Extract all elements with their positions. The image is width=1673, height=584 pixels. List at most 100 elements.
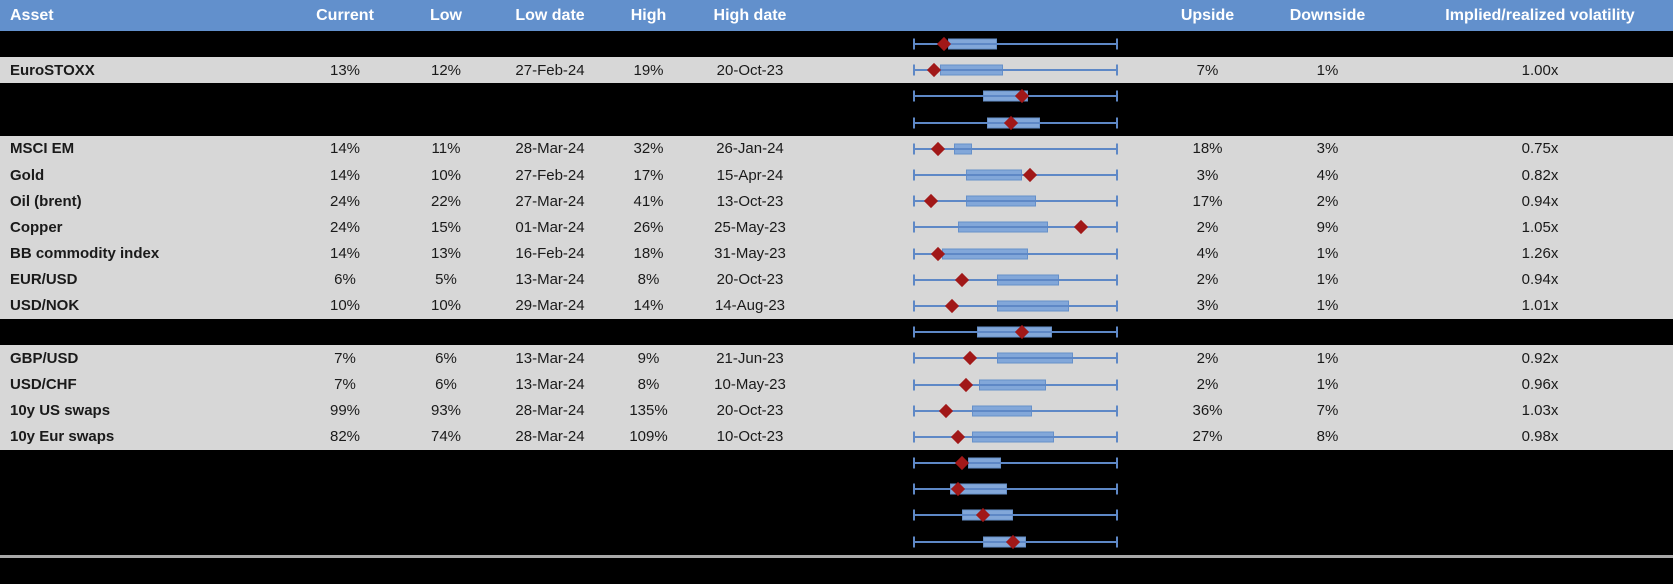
- high-date-cell: [685, 450, 855, 476]
- upside-cell: 3%: [1196, 166, 1219, 184]
- implied-realized-ratio-cell: 0.94x: [1521, 192, 1559, 210]
- current-vol-cell: 7%: [334, 349, 356, 367]
- high-vol-cell: 109%: [629, 428, 668, 446]
- column-header-asset: Asset: [10, 6, 54, 24]
- whisker-cap-right: [1116, 326, 1118, 338]
- whisker-line: [913, 200, 1118, 203]
- implied-realized-ratio-cell: 1.26x: [1521, 245, 1559, 263]
- whisker-cap-right: [1116, 64, 1118, 76]
- current-vol-cell: [285, 31, 390, 57]
- whisker-cap-right: [1116, 117, 1118, 129]
- table-body: EuroSTOXX 13% 12% 27-Feb-24 19% 20-Oct-2…: [0, 31, 1673, 555]
- upside-cell: 17%: [1192, 192, 1223, 210]
- asset-name-cell: Gold: [10, 166, 45, 184]
- low-vol-cell: 11%: [431, 140, 461, 158]
- high-vol-cell: 8%: [637, 271, 660, 289]
- boxplot-track: [913, 424, 1118, 450]
- whisker-line: [913, 147, 1118, 150]
- whisker-line: [913, 226, 1118, 229]
- downside-cell: [1250, 502, 1365, 528]
- range-boxplot-cell: [855, 476, 1125, 502]
- boxplot-track: [913, 214, 1118, 240]
- current-level-diamond-marker: [924, 194, 939, 209]
- high-vol-cell: 14%: [633, 297, 664, 315]
- implied-realized-ratio-cell: 0.75x: [1521, 140, 1559, 158]
- high-vol-cell: 18%: [633, 245, 664, 263]
- low-vol-cell: 6%: [435, 376, 457, 394]
- asset-name-cell: [0, 83, 285, 109]
- low-date-cell: [480, 529, 612, 555]
- downside-cell: 7%: [1316, 402, 1339, 420]
- table-row: 10y Eur swaps 82% 74% 28-Mar-24 109% 10-…: [0, 423, 1673, 450]
- asset-name-cell: [0, 529, 285, 555]
- boxplot-track: [913, 83, 1118, 109]
- implied-realized-ratio-cell: 0.96x: [1521, 376, 1559, 394]
- low-vol-cell: 22%: [430, 192, 462, 210]
- asset-name-cell: EuroSTOXX: [10, 61, 95, 79]
- low-date-cell: 13-Mar-24: [515, 376, 585, 394]
- high-date-cell: 26-Jan-24: [716, 140, 784, 158]
- implied-realized-ratio-cell: [1365, 450, 1673, 476]
- low-vol-cell: [390, 31, 480, 57]
- upside-cell: 7%: [1196, 61, 1219, 79]
- current-vol-cell: 24%: [329, 218, 361, 236]
- asset-name-cell: USD/NOK: [10, 297, 80, 315]
- implied-realized-ratio-cell: 0.94x: [1521, 271, 1559, 289]
- current-level-diamond-marker: [959, 377, 974, 392]
- downside-cell: [1250, 319, 1365, 345]
- whisker-line: [913, 383, 1118, 386]
- low-date-cell: 13-Mar-24: [515, 271, 585, 289]
- column-header-implied-realized-volatility: Implied/realized volatility: [1445, 6, 1635, 24]
- high-date-cell: 25-May-23: [714, 218, 786, 236]
- range-boxplot-cell: [855, 450, 1125, 476]
- column-header-high-date: High date: [713, 6, 787, 24]
- asset-name-cell: [0, 319, 285, 345]
- high-vol-cell: 19%: [633, 61, 664, 79]
- range-boxplot-cell: [855, 110, 1125, 136]
- upside-cell: 2%: [1196, 271, 1219, 289]
- boxplot-track: [913, 450, 1118, 476]
- implied-realized-ratio-cell: 1.03x: [1521, 402, 1559, 420]
- whisker-cap-right: [1116, 38, 1118, 50]
- high-vol-cell: [612, 31, 685, 57]
- whisker-line: [913, 409, 1118, 412]
- low-vol-cell: [390, 502, 480, 528]
- whisker-cap-right: [1116, 431, 1118, 443]
- low-vol-cell: [390, 529, 480, 555]
- upside-cell: [1125, 450, 1250, 476]
- whisker-cap-right: [1116, 457, 1118, 469]
- high-date-cell: [685, 502, 855, 528]
- high-vol-cell: [612, 450, 685, 476]
- header-row: Asset Current Low Low date High High dat…: [0, 0, 1673, 31]
- low-vol-cell: 10%: [430, 297, 462, 315]
- upside-cell: [1125, 502, 1250, 528]
- upside-cell: [1125, 110, 1250, 136]
- column-header-low: Low: [430, 6, 462, 24]
- column-header-high: High: [630, 6, 667, 24]
- range-boxplot-cell: [855, 267, 1125, 293]
- table-row: [0, 109, 1673, 136]
- whisker-line: [913, 435, 1118, 438]
- low-date-cell: 01-Mar-24: [515, 218, 585, 236]
- downside-cell: 3%: [1316, 140, 1339, 158]
- high-date-cell: 20-Oct-23: [716, 402, 784, 420]
- upside-cell: 4%: [1196, 245, 1219, 263]
- whisker-cap-left: [913, 509, 915, 521]
- whisker-cap-left: [913, 38, 915, 50]
- whisker-cap-right: [1116, 248, 1118, 260]
- whisker-cap-left: [913, 117, 915, 129]
- high-date-cell: [685, 83, 855, 109]
- high-vol-cell: 135%: [629, 402, 668, 420]
- bottom-black-strip: [0, 557, 1673, 584]
- downside-cell: 1%: [1316, 376, 1339, 394]
- asset-name-cell: [0, 450, 285, 476]
- upside-cell: [1125, 319, 1250, 345]
- range-boxplot-cell: [855, 319, 1125, 345]
- table-row: [0, 502, 1673, 529]
- boxplot-track: [913, 31, 1118, 57]
- current-level-diamond-marker: [944, 298, 960, 314]
- table-row: EuroSTOXX 13% 12% 27-Feb-24 19% 20-Oct-2…: [0, 57, 1673, 84]
- table-row: BB commodity index 14% 13% 16-Feb-24 18%…: [0, 240, 1673, 267]
- low-vol-cell: 93%: [430, 402, 462, 420]
- boxplot-track: [913, 110, 1118, 136]
